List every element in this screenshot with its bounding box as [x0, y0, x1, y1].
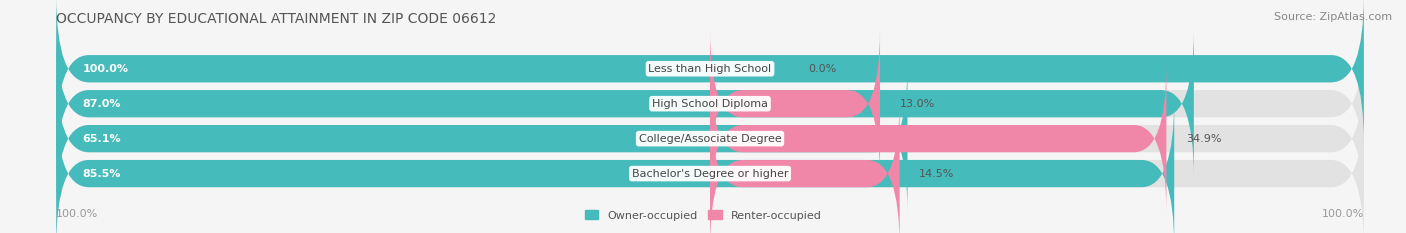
Text: College/Associate Degree: College/Associate Degree [638, 134, 782, 144]
Text: 100.0%: 100.0% [83, 64, 128, 74]
Text: 85.5%: 85.5% [83, 169, 121, 178]
FancyBboxPatch shape [56, 30, 1194, 178]
Text: 100.0%: 100.0% [56, 209, 98, 219]
FancyBboxPatch shape [710, 100, 900, 233]
FancyBboxPatch shape [56, 0, 1364, 142]
FancyBboxPatch shape [710, 30, 880, 178]
Text: Less than High School: Less than High School [648, 64, 772, 74]
FancyBboxPatch shape [56, 100, 1174, 233]
FancyBboxPatch shape [56, 65, 907, 212]
FancyBboxPatch shape [710, 65, 1167, 212]
Text: OCCUPANCY BY EDUCATIONAL ATTAINMENT IN ZIP CODE 06612: OCCUPANCY BY EDUCATIONAL ATTAINMENT IN Z… [56, 12, 496, 26]
FancyBboxPatch shape [56, 30, 1364, 178]
Legend: Owner-occupied, Renter-occupied: Owner-occupied, Renter-occupied [581, 206, 825, 225]
Text: Bachelor's Degree or higher: Bachelor's Degree or higher [631, 169, 789, 178]
FancyBboxPatch shape [56, 100, 1364, 233]
Text: High School Diploma: High School Diploma [652, 99, 768, 109]
Text: 13.0%: 13.0% [900, 99, 935, 109]
Text: 65.1%: 65.1% [83, 134, 121, 144]
Text: 87.0%: 87.0% [83, 99, 121, 109]
Text: 100.0%: 100.0% [1322, 209, 1364, 219]
Text: Source: ZipAtlas.com: Source: ZipAtlas.com [1274, 12, 1392, 22]
Text: 0.0%: 0.0% [808, 64, 837, 74]
FancyBboxPatch shape [56, 65, 1364, 212]
FancyBboxPatch shape [56, 0, 1364, 142]
Text: 34.9%: 34.9% [1187, 134, 1222, 144]
Text: 14.5%: 14.5% [920, 169, 955, 178]
